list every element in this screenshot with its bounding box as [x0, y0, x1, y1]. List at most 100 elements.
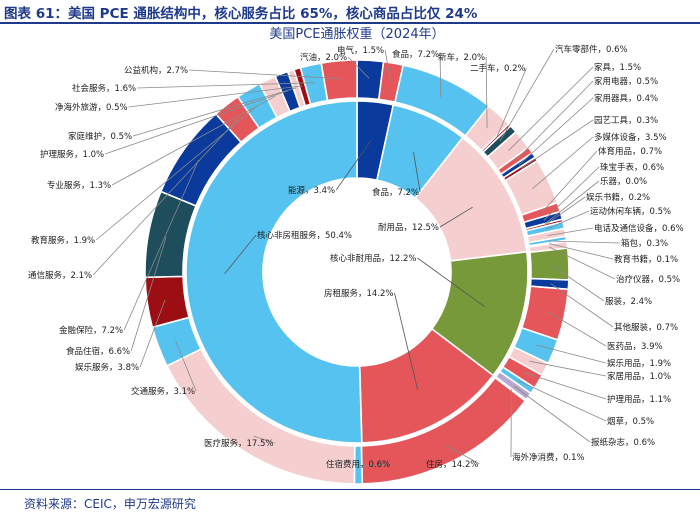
outer-ring — [144, 59, 570, 485]
outer-label-9: 园艺工具，0.3% — [594, 116, 658, 126]
outer-label-42: 社会服务，1.6% — [72, 83, 136, 94]
outer-leader-37 — [95, 104, 258, 241]
outer-leader-6 — [508, 66, 594, 151]
outer-leader-39 — [104, 90, 289, 155]
outer-label-28: 海外净消费，0.1% — [512, 452, 585, 463]
inner-ring — [185, 100, 529, 444]
outer-leader-5 — [499, 48, 555, 142]
outer-label-7: 家用电器，0.5% — [594, 76, 658, 87]
outer-label-5: 汽车零部件，0.6% — [555, 44, 628, 55]
outer-leader-24 — [529, 360, 607, 377]
outer-label-39: 护理服务，1.0% — [40, 149, 104, 160]
outer-leader-23 — [536, 344, 607, 364]
outer-label-12: 珠宝手表，0.6% — [600, 162, 664, 173]
outer-label-31: 医疗服务，17.5% — [204, 438, 274, 449]
outer-label-13: 乐器，0.0% — [600, 176, 647, 187]
outer-leader-41 — [128, 85, 303, 108]
outer-leader-32 — [175, 340, 197, 392]
outer-leader-17 — [548, 240, 621, 244]
outer-ring-labels: 汽油，2.0%电气，1.5% 食品，7.2% 新车，2.0%二手车，0.2% 汽车零部… — [28, 44, 684, 470]
header-rule — [0, 22, 700, 24]
outer-label-19: 治疗仪器，0.5% — [616, 274, 680, 285]
outer-leader-14 — [544, 196, 586, 226]
figure-header: 图表 61：美国 PCE 通胀结构中，核心服务占比 65%，核心商品占比仅 24… — [0, 0, 700, 22]
outer-leader-15 — [546, 210, 590, 230]
outer-leader-33 — [139, 299, 166, 368]
outer-leader-21 — [550, 283, 614, 328]
inner-leader-1 — [413, 152, 421, 193]
outer-label-6: 家具，1.5% — [594, 62, 641, 73]
chart-area: 美国PCE通胀权重（2024年） 汽油，2.0% 电气，1.5% 食品，7.2% 新车… — [0, 24, 700, 486]
outer-label-36: 通信服务，2.1% — [28, 270, 92, 281]
outer-leader-8 — [518, 97, 594, 166]
source-note: 资料来源：CEIC，申万宏源研究 — [24, 497, 196, 511]
outer-leader-36 — [92, 118, 238, 276]
inner-label-2: 耐用品，12.5% — [378, 222, 439, 233]
figure-title: 图表 61：美国 PCE 通胀结构中，核心服务占比 65%，核心商品占比仅 24… — [4, 6, 478, 22]
outer-label-29: 住房，14.2% — [426, 459, 479, 470]
outer-label-40: 家庭维护，0.5% — [68, 131, 132, 142]
inner-label-1: 食品，7.2% — [372, 187, 419, 198]
inner-leader-4 — [394, 292, 418, 390]
outer-leader-4 — [496, 67, 527, 138]
outer-label-4: 二手车，0.2% — [470, 63, 526, 74]
outer-leader-18 — [548, 243, 614, 260]
outer-leader-38 — [111, 95, 276, 186]
outer-label-38: 专业服务，1.3% — [47, 180, 111, 191]
outer-leader-20 — [550, 264, 605, 302]
outer-label-32: 交通服务，3.1% — [131, 386, 195, 397]
outer-leader-7 — [515, 80, 594, 161]
outer-leader-35 — [123, 159, 199, 331]
outer-label-10: 多媒体设备，3.5% — [594, 132, 667, 143]
outer-leader-34 — [130, 236, 167, 352]
outer-leader-29 — [444, 444, 480, 465]
outer-leader-10 — [532, 136, 594, 190]
outer-label-25: 护理用品，1.1% — [607, 394, 671, 405]
outer-label-1: 电气，1.5% — [337, 45, 384, 56]
outer-leader-27 — [513, 385, 591, 443]
outer-leader-3 — [485, 56, 488, 129]
outer-label-43: 公益机构，2.7% — [124, 65, 188, 76]
outer-ring-slice-43 — [320, 59, 358, 102]
inner-leader-5 — [224, 234, 257, 275]
outer-label-34: 食品住宿，6.6% — [66, 346, 130, 357]
outer-leader-16 — [547, 227, 594, 236]
outer-leader-12 — [543, 166, 600, 221]
outer-label-3: 新车，2.0% — [438, 52, 485, 63]
leader-lines — [92, 48, 621, 467]
outer-leader-9 — [520, 119, 594, 169]
outer-label-16: 电话及通信设备，0.6% — [594, 223, 684, 234]
outer-leader-31 — [253, 435, 275, 444]
outer-label-8: 家用器具，0.4% — [594, 93, 658, 104]
outer-leader-26 — [517, 380, 607, 422]
outer-label-24: 家居用品，1.0% — [607, 371, 671, 382]
outer-label-26: 烟草，0.5% — [607, 416, 654, 427]
outer-leader-40 — [132, 87, 297, 137]
outer-label-35: 金融保险，7.2% — [59, 325, 123, 336]
inner-ring-slice-5 — [185, 100, 363, 444]
outer-label-0: 汽油，2.0% — [300, 52, 347, 63]
outer-leader-1 — [384, 49, 391, 81]
outer-ring-slice-20 — [529, 247, 570, 281]
outer-label-41: 净海外旅游，0.5% — [55, 102, 128, 113]
outer-leader-22 — [546, 310, 607, 347]
outer-leader-19 — [549, 246, 616, 280]
inner-label-0: 能源，3.4% — [288, 185, 335, 196]
outer-label-37: 教育服务，1.9% — [31, 235, 95, 246]
outer-leader-25 — [522, 371, 607, 400]
donut-chart: 美国PCE通胀权重（2024年） 汽油，2.0%电气，1.5% 食品，7.2% 新车… — [28, 26, 684, 485]
outer-leader-30 — [358, 463, 392, 467]
chart-title: 美国PCE通胀权重（2024年） — [269, 26, 444, 42]
inner-leader-0 — [335, 140, 372, 191]
outer-leader-0 — [347, 56, 370, 79]
footer-rule — [0, 489, 700, 490]
outer-label-23: 娱乐用品，1.9% — [607, 358, 671, 369]
outer-label-17: 箱包，0.3% — [621, 238, 668, 249]
outer-label-30: 住宿费用，0.6% — [326, 459, 390, 470]
outer-label-21: 其他服装，0.7% — [614, 322, 678, 333]
outer-leader-43 — [189, 69, 341, 80]
outer-leader-2 — [439, 53, 442, 98]
inner-label-5: 核心非房租服务，50.4% — [257, 230, 352, 241]
outer-label-14: 娱乐书籍，0.2% — [586, 192, 650, 203]
inner-ring-labels: 能源，3.4% 食品，7.2% 耐用品，12.5% 核心非耐用品，12.2% 房租服务，… — [257, 185, 439, 299]
